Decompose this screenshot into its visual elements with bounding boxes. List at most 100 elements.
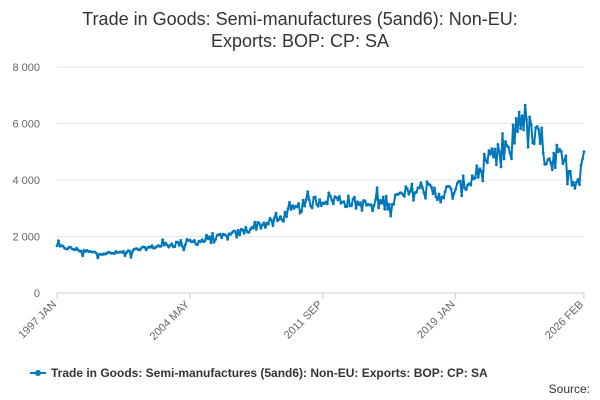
data-point[interactable] bbox=[455, 182, 459, 185]
data-point[interactable] bbox=[461, 174, 465, 178]
data-point[interactable] bbox=[381, 195, 385, 199]
data-point[interactable] bbox=[407, 192, 411, 196]
data-point[interactable] bbox=[283, 210, 287, 214]
data-point[interactable] bbox=[541, 151, 545, 155]
data-point[interactable] bbox=[224, 234, 228, 237]
data-point[interactable] bbox=[295, 205, 299, 209]
data-point[interactable] bbox=[168, 244, 172, 247]
data-point[interactable] bbox=[257, 222, 261, 225]
data-point[interactable] bbox=[547, 157, 551, 160]
data-point[interactable] bbox=[428, 183, 432, 187]
data-point[interactable] bbox=[383, 207, 387, 211]
data-point[interactable] bbox=[578, 183, 581, 187]
data-point[interactable] bbox=[336, 198, 340, 202]
data-point[interactable] bbox=[528, 115, 531, 119]
data-point[interactable] bbox=[451, 197, 454, 200]
data-point[interactable] bbox=[179, 239, 183, 242]
data-point[interactable] bbox=[371, 209, 374, 213]
data-point[interactable] bbox=[274, 211, 278, 215]
data-point[interactable] bbox=[214, 238, 218, 241]
data-point[interactable] bbox=[300, 210, 303, 213]
data-point[interactable] bbox=[507, 145, 510, 149]
data-point[interactable] bbox=[128, 249, 131, 253]
data-point[interactable] bbox=[555, 143, 559, 147]
data-point[interactable] bbox=[96, 256, 100, 260]
data-point[interactable] bbox=[513, 142, 516, 145]
data-point[interactable] bbox=[433, 186, 436, 190]
data-point[interactable] bbox=[369, 203, 373, 207]
data-point[interactable] bbox=[434, 195, 438, 199]
data-point[interactable] bbox=[516, 130, 519, 134]
data-point[interactable] bbox=[573, 187, 577, 190]
data-point[interactable] bbox=[209, 241, 213, 245]
data-point[interactable] bbox=[353, 195, 356, 199]
legend[interactable]: Trade in Goods: Semi-manufactures (5and6… bbox=[30, 366, 600, 380]
data-point[interactable] bbox=[351, 197, 355, 201]
data-point[interactable] bbox=[218, 232, 222, 236]
data-point[interactable] bbox=[443, 190, 447, 194]
data-point[interactable] bbox=[288, 201, 291, 204]
data-point[interactable] bbox=[402, 195, 406, 198]
data-point[interactable] bbox=[176, 240, 180, 244]
data-point[interactable] bbox=[61, 244, 65, 248]
data-point[interactable] bbox=[575, 180, 578, 184]
data-point[interactable] bbox=[113, 252, 116, 256]
data-point[interactable] bbox=[235, 235, 239, 239]
data-point[interactable] bbox=[442, 196, 445, 200]
data-point[interactable] bbox=[572, 180, 575, 184]
data-point[interactable] bbox=[55, 244, 59, 248]
data-point[interactable] bbox=[375, 186, 379, 190]
data-point[interactable] bbox=[476, 175, 480, 179]
data-point[interactable] bbox=[248, 228, 252, 231]
data-point[interactable] bbox=[511, 123, 515, 127]
data-point[interactable] bbox=[143, 245, 147, 249]
data-point[interactable] bbox=[499, 165, 503, 169]
data-point[interactable] bbox=[297, 202, 300, 205]
data-point[interactable] bbox=[177, 244, 181, 247]
data-point[interactable] bbox=[487, 149, 491, 152]
data-point[interactable] bbox=[498, 150, 501, 154]
data-point[interactable] bbox=[535, 125, 539, 128]
data-point[interactable] bbox=[170, 242, 174, 246]
data-point[interactable] bbox=[144, 248, 148, 252]
data-point[interactable] bbox=[226, 238, 230, 241]
data-point[interactable] bbox=[165, 243, 169, 247]
data-point[interactable] bbox=[279, 215, 282, 218]
data-point[interactable] bbox=[458, 179, 462, 183]
data-point[interactable] bbox=[452, 191, 456, 195]
data-point[interactable] bbox=[211, 232, 214, 235]
data-point[interactable] bbox=[582, 150, 586, 154]
data-point[interactable] bbox=[342, 200, 346, 204]
data-point[interactable] bbox=[377, 206, 380, 210]
data-point[interactable] bbox=[259, 226, 263, 230]
data-point[interactable] bbox=[538, 142, 542, 146]
data-point[interactable] bbox=[196, 243, 199, 247]
data-point[interactable] bbox=[254, 228, 258, 231]
data-point[interactable] bbox=[184, 243, 187, 247]
data-point[interactable] bbox=[523, 103, 527, 107]
data-point[interactable] bbox=[360, 209, 364, 212]
data-point[interactable] bbox=[405, 187, 409, 191]
data-point[interactable] bbox=[378, 199, 382, 202]
data-point[interactable] bbox=[387, 202, 391, 206]
data-point[interactable] bbox=[81, 254, 85, 258]
data-point[interactable] bbox=[316, 204, 320, 208]
data-point[interactable] bbox=[356, 200, 359, 204]
data-point[interactable] bbox=[415, 190, 418, 194]
data-point[interactable] bbox=[502, 157, 506, 161]
data-point[interactable] bbox=[566, 182, 569, 186]
data-point[interactable] bbox=[277, 217, 281, 221]
data-point[interactable] bbox=[319, 204, 323, 208]
data-point[interactable] bbox=[510, 157, 513, 161]
data-point[interactable] bbox=[220, 236, 224, 240]
data-point[interactable] bbox=[159, 244, 163, 248]
data-point[interactable] bbox=[569, 169, 572, 173]
data-point[interactable] bbox=[162, 243, 166, 247]
data-point[interactable] bbox=[549, 161, 553, 165]
data-point[interactable] bbox=[161, 238, 165, 242]
data-point[interactable] bbox=[310, 206, 314, 210]
data-point[interactable] bbox=[313, 195, 317, 199]
data-point[interactable] bbox=[338, 195, 341, 198]
data-point[interactable] bbox=[401, 193, 405, 196]
data-point[interactable] bbox=[448, 185, 451, 189]
